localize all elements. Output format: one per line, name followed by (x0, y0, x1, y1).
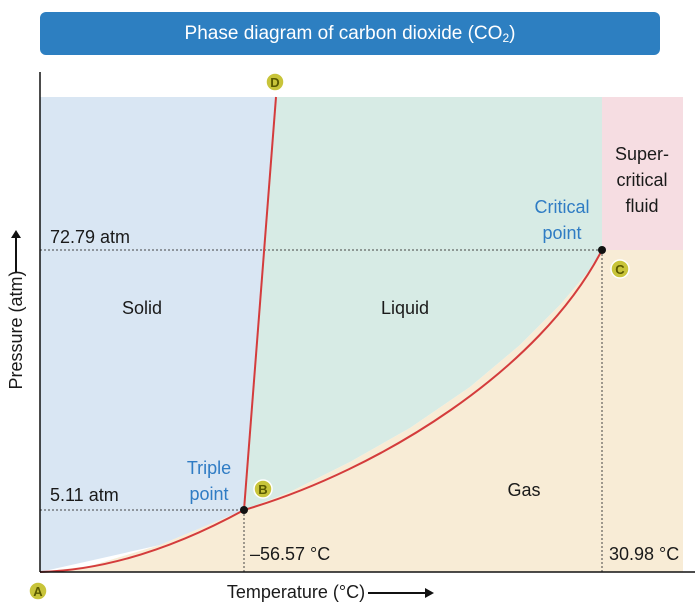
sublimation-curve (39, 509, 245, 573)
supercritical-label-2: critical (616, 170, 667, 190)
svg-text:C: C (615, 262, 625, 277)
gas-region (40, 250, 683, 572)
y-axis-label: Pressure (atm) (6, 230, 26, 390)
marker-c: C (610, 259, 630, 279)
supercritical-label-3: fluid (625, 196, 658, 216)
triple-temp-label: –56.57 °C (250, 544, 330, 564)
title-text: Phase diagram of carbon dioxide (CO2) (184, 22, 516, 45)
x-axis-label: Temperature (°C) (227, 582, 434, 602)
triple-point-label-2: point (189, 484, 228, 504)
gas-label: Gas (507, 480, 540, 500)
melting-curve (243, 96, 277, 511)
triple-point-label-1: Triple (187, 458, 231, 478)
svg-text:Temperature (°C): Temperature (°C) (227, 582, 365, 602)
triple-pressure-label: 5.11 atm (50, 485, 119, 505)
svg-text:D: D (270, 75, 279, 90)
triple-point-dot (240, 506, 248, 514)
critical-pressure-label: 72.79 atm (50, 227, 130, 247)
critical-point-label-2: point (542, 223, 581, 243)
critical-point-dot (598, 246, 606, 254)
marker-a: A (28, 581, 48, 601)
svg-text:Pressure (atm): Pressure (atm) (6, 270, 26, 389)
solid-region (40, 97, 276, 572)
title-banner: Phase diagram of carbon dioxide (CO2) (40, 12, 660, 55)
svg-text:A: A (33, 584, 43, 599)
critical-temp-label: 30.98 °C (609, 544, 679, 564)
marker-b: B (253, 479, 273, 499)
supercritical-label-1: Super- (615, 144, 669, 164)
liquid-label: Liquid (381, 298, 429, 318)
supercritical-region (602, 97, 683, 250)
vaporization-curve (243, 249, 603, 511)
critical-point-label-1: Critical (534, 197, 589, 217)
liquid-region (244, 97, 602, 510)
solid-label: Solid (122, 298, 162, 318)
svg-text:B: B (258, 482, 267, 497)
marker-d: D (265, 72, 285, 92)
